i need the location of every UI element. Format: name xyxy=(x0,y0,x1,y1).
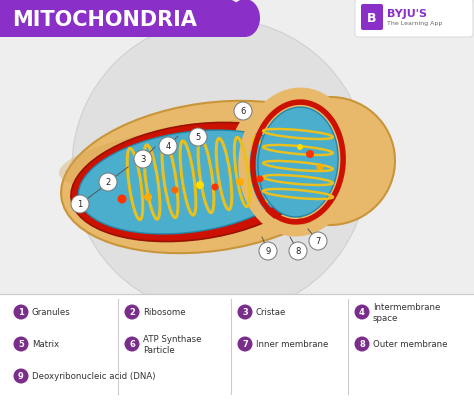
Ellipse shape xyxy=(59,119,341,190)
Circle shape xyxy=(13,369,28,383)
Ellipse shape xyxy=(258,108,338,217)
Circle shape xyxy=(256,176,264,183)
Text: BYJU'S: BYJU'S xyxy=(387,9,427,19)
Text: 2: 2 xyxy=(105,178,110,187)
Circle shape xyxy=(306,151,314,159)
Text: 8: 8 xyxy=(359,340,365,348)
Circle shape xyxy=(237,305,253,320)
Circle shape xyxy=(125,305,139,320)
Circle shape xyxy=(144,194,152,201)
Circle shape xyxy=(309,233,327,250)
Polygon shape xyxy=(0,0,245,38)
Text: 1: 1 xyxy=(18,308,24,317)
Circle shape xyxy=(355,305,370,320)
Text: 5: 5 xyxy=(18,340,24,348)
Text: 3: 3 xyxy=(242,308,248,317)
Text: Inner membrane: Inner membrane xyxy=(256,340,328,348)
Text: 3: 3 xyxy=(140,155,146,164)
Text: 5: 5 xyxy=(195,133,201,142)
Circle shape xyxy=(211,184,219,191)
Circle shape xyxy=(134,151,152,168)
Text: Cristae: Cristae xyxy=(256,308,286,317)
Text: 6: 6 xyxy=(240,107,246,116)
Text: The Learning App: The Learning App xyxy=(387,21,442,26)
Text: Matrix: Matrix xyxy=(32,340,59,348)
Text: ATP Synthase
Particle: ATP Synthase Particle xyxy=(143,334,201,354)
Circle shape xyxy=(297,145,303,151)
Circle shape xyxy=(99,174,117,192)
Circle shape xyxy=(236,178,244,186)
Ellipse shape xyxy=(265,98,395,225)
Text: 2: 2 xyxy=(129,308,135,317)
Text: 7: 7 xyxy=(315,237,321,246)
Circle shape xyxy=(71,196,89,213)
Circle shape xyxy=(259,242,277,260)
Circle shape xyxy=(237,337,253,352)
FancyBboxPatch shape xyxy=(361,5,383,31)
Circle shape xyxy=(118,195,127,204)
Circle shape xyxy=(72,20,368,315)
Circle shape xyxy=(13,305,28,320)
Text: 1: 1 xyxy=(77,200,82,209)
Text: B: B xyxy=(367,12,377,24)
Ellipse shape xyxy=(230,0,260,38)
Text: 8: 8 xyxy=(295,247,301,256)
Circle shape xyxy=(355,337,370,352)
Text: 4: 4 xyxy=(359,308,365,317)
FancyBboxPatch shape xyxy=(355,0,473,38)
Text: Granules: Granules xyxy=(32,308,71,317)
Circle shape xyxy=(172,187,179,194)
Ellipse shape xyxy=(61,101,359,253)
Text: Intermembrane
space: Intermembrane space xyxy=(373,302,440,322)
Circle shape xyxy=(159,138,177,156)
Text: Outer membrane: Outer membrane xyxy=(373,340,447,348)
Circle shape xyxy=(13,337,28,352)
Circle shape xyxy=(234,103,252,121)
Circle shape xyxy=(196,182,204,190)
Circle shape xyxy=(189,129,207,147)
Text: 6: 6 xyxy=(129,340,135,348)
Text: 7: 7 xyxy=(242,340,248,348)
Circle shape xyxy=(289,242,307,260)
Text: 4: 4 xyxy=(165,142,171,151)
Text: Ribosome: Ribosome xyxy=(143,308,186,317)
Circle shape xyxy=(125,337,139,352)
Ellipse shape xyxy=(233,97,347,192)
FancyBboxPatch shape xyxy=(0,294,474,401)
Ellipse shape xyxy=(78,131,301,234)
Circle shape xyxy=(317,164,323,171)
Text: Deoxyribonucleic acid (DNA): Deoxyribonucleic acid (DNA) xyxy=(32,372,155,381)
Text: MITOCHONDRIA: MITOCHONDRIA xyxy=(12,10,197,30)
Ellipse shape xyxy=(71,123,319,242)
Text: 9: 9 xyxy=(18,372,24,381)
Text: 9: 9 xyxy=(265,247,271,256)
